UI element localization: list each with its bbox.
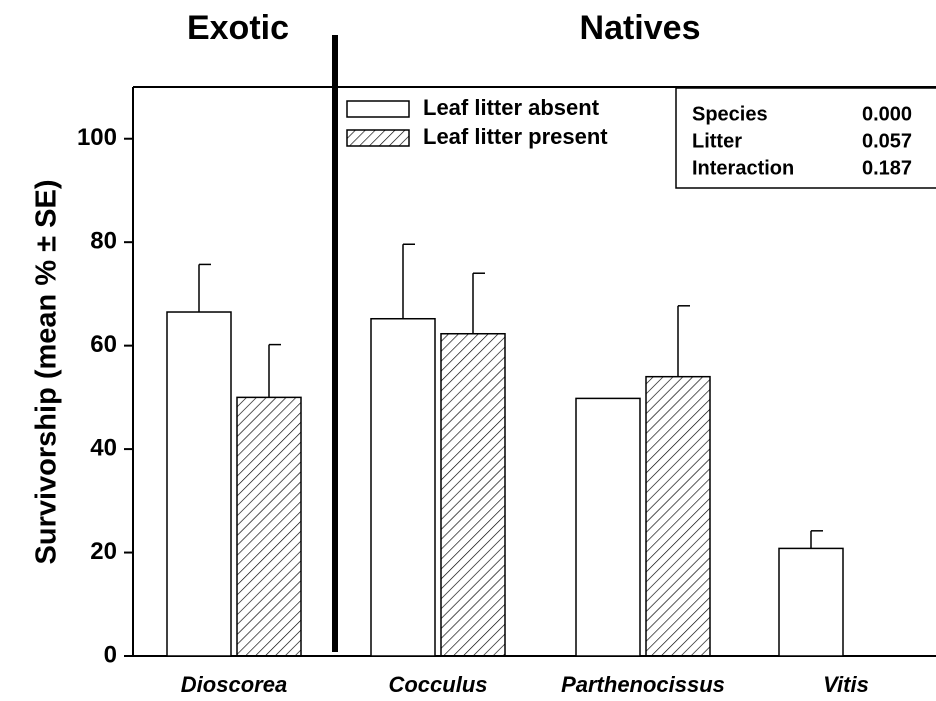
y-tick-label: 0	[104, 641, 117, 668]
stats-label: Interaction	[692, 157, 794, 179]
x-tick-label: Vitis	[823, 672, 869, 697]
legend-label: Leaf litter present	[423, 124, 608, 149]
y-tick-label: 20	[90, 538, 117, 565]
x-tick-label: Dioscorea	[181, 672, 287, 697]
y-tick-label: 60	[90, 331, 117, 358]
group-header: Exotic	[187, 9, 289, 47]
legend-swatch	[346, 100, 410, 118]
legend-swatch	[346, 129, 410, 147]
stats-label: Species	[692, 103, 768, 125]
y-tick-label: 100	[77, 124, 117, 151]
bar	[370, 317, 436, 657]
stats-value: 0.187	[862, 157, 912, 179]
stats-label: Litter	[692, 130, 742, 152]
stats-value: 0.000	[862, 103, 912, 125]
y-axis-label: Survivorship (mean % ± SE)	[31, 180, 63, 565]
bar	[166, 311, 232, 657]
legend-label: Leaf litter absent	[423, 95, 600, 120]
stats-value: 0.057	[862, 130, 912, 152]
bar	[778, 547, 844, 657]
y-tick-label: 80	[90, 228, 117, 255]
bar	[575, 397, 641, 657]
bar	[440, 332, 506, 657]
x-tick-label: Cocculus	[388, 672, 487, 697]
bar	[645, 375, 711, 657]
x-tick-label: Parthenocissus	[561, 672, 725, 697]
stats-box	[675, 87, 936, 189]
y-tick-label: 40	[90, 434, 117, 461]
bar	[236, 396, 302, 657]
group-header: Natives	[580, 9, 701, 47]
